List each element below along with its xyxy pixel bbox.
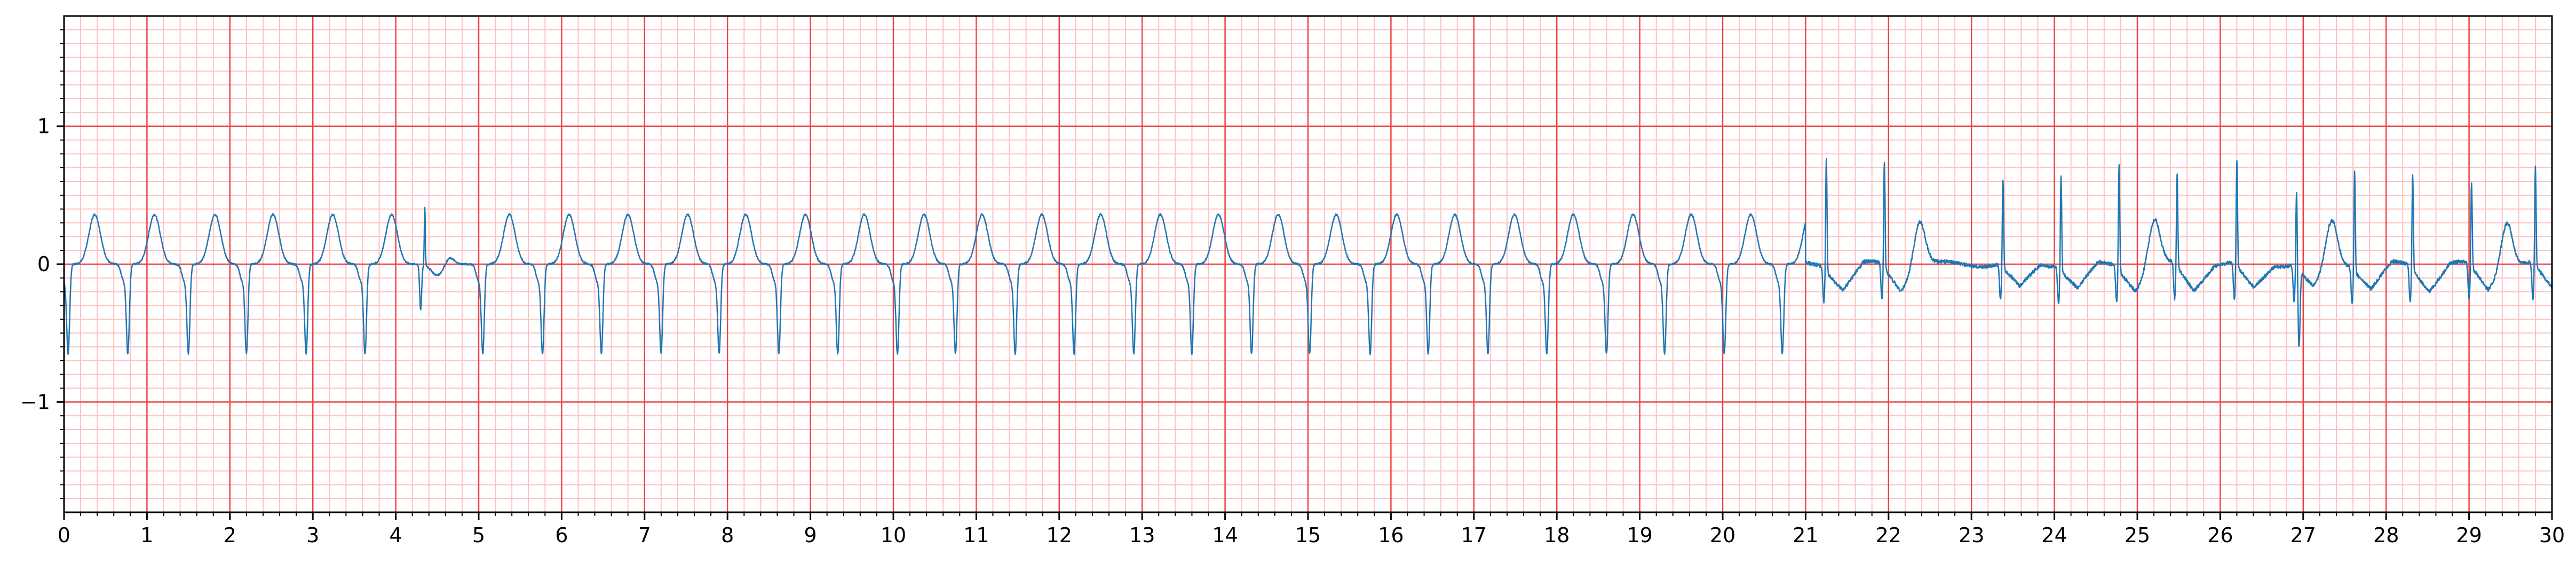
x-tick-label: 13 (1129, 524, 1155, 547)
ecg-signal-line (63, 158, 2553, 355)
x-tick-label: 27 (2290, 524, 2316, 547)
x-tick-label: 26 (2207, 524, 2233, 547)
x-tick-label: 9 (804, 524, 817, 547)
x-tick-label: 20 (1710, 524, 1735, 547)
x-tick-label: 8 (721, 524, 734, 547)
x-tick-label: 3 (306, 524, 319, 547)
x-tick-label: 22 (1876, 524, 1901, 547)
x-tick-label: 10 (881, 524, 906, 547)
x-tick-label: 23 (1959, 524, 1984, 547)
x-tick-label: 14 (1212, 524, 1238, 547)
x-tick-label: 24 (2041, 524, 2067, 547)
x-tick-label: 1 (140, 524, 153, 547)
x-tick-label: 12 (1047, 524, 1072, 547)
y-tick-label: 1 (37, 115, 50, 138)
y-tick-label: 0 (37, 252, 50, 276)
x-tick-label: 5 (472, 524, 485, 547)
y-axis: 1 0 −1 (20, 29, 64, 499)
x-tick-label: 6 (555, 524, 568, 547)
x-tick-label: 19 (1627, 524, 1652, 547)
x-tick-label: 4 (390, 524, 402, 547)
x-tick-label: 0 (58, 524, 70, 547)
x-tick-label: 18 (1544, 524, 1570, 547)
x-tick-label: 21 (1793, 524, 1818, 547)
x-tick-label: 2 (224, 524, 236, 547)
x-tick-label: 17 (1461, 524, 1487, 547)
x-tick-label: 25 (2125, 524, 2150, 547)
x-tick-label: 7 (638, 524, 651, 547)
x-tick-label: 30 (2539, 524, 2565, 547)
signal-layer (63, 158, 2553, 355)
y-tick-label: −1 (20, 390, 50, 414)
x-tick-label: 28 (2373, 524, 2399, 547)
x-tick-label: 15 (1295, 524, 1321, 547)
x-tick-label: 29 (2456, 524, 2482, 547)
x-tick-label: 16 (1378, 524, 1404, 547)
x-tick-label: 11 (963, 524, 989, 547)
x-axis: 0 1 2 3 4 5 6 7 8 9 10 11 12 13 14 15 16 17 18 19 20 21 22 23 24… (58, 512, 2565, 547)
